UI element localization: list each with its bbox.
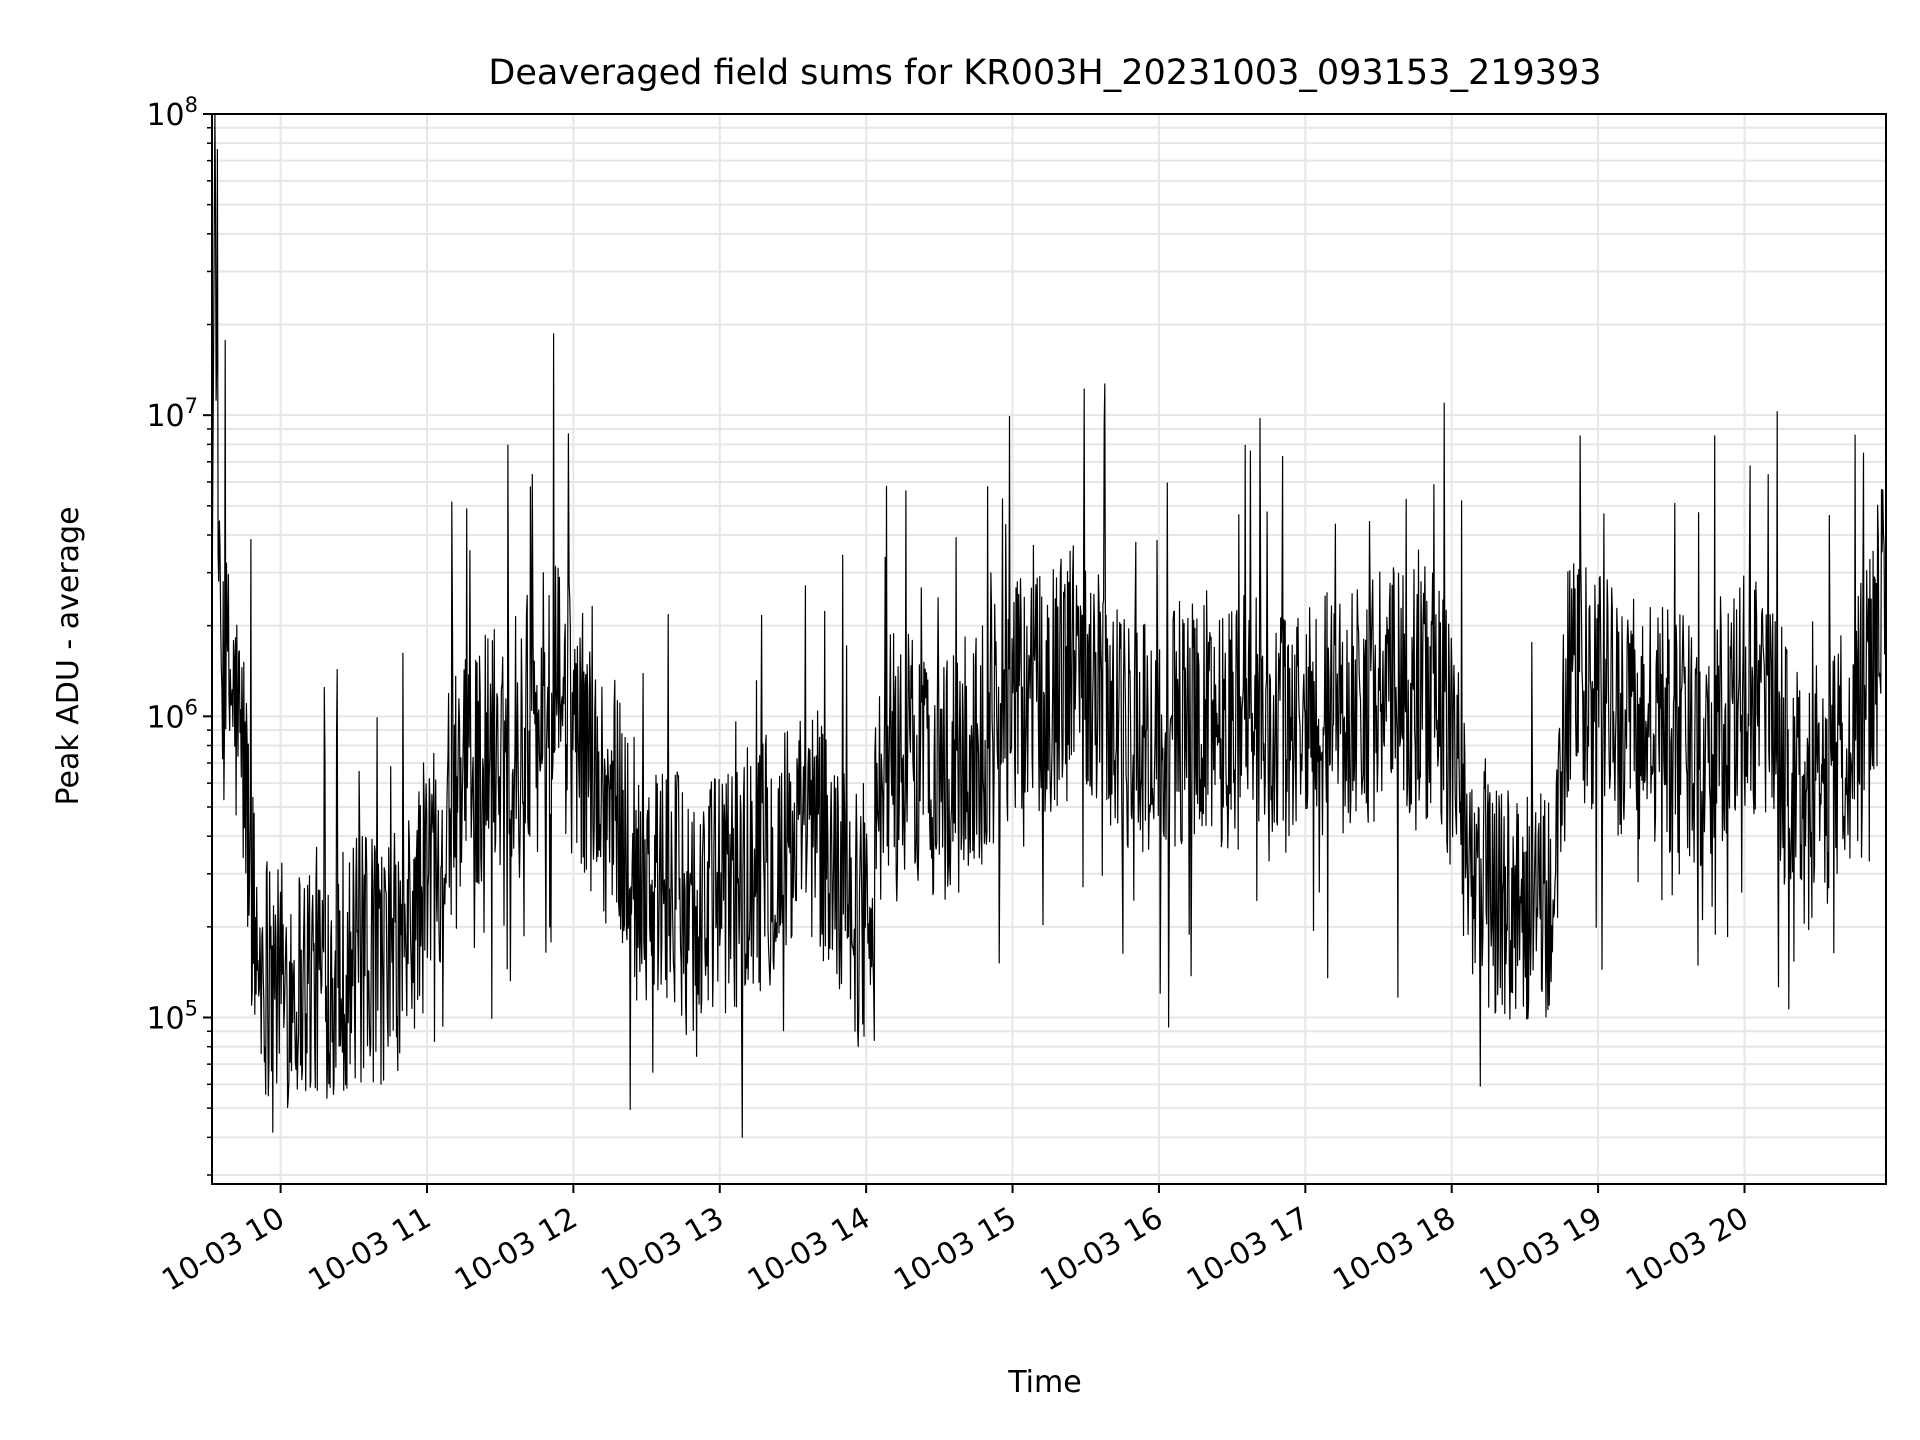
y-tick-label: 108 bbox=[146, 93, 198, 133]
x-axis-label: Time bbox=[1007, 1365, 1081, 1400]
y-tick-label: 106 bbox=[146, 695, 198, 735]
y-axis-label: Peak ADU - average bbox=[51, 506, 86, 805]
series-line bbox=[211, 113, 1887, 1138]
y-tick-label: 107 bbox=[146, 394, 198, 434]
plot-area-frame bbox=[211, 113, 1887, 1185]
series-layer bbox=[211, 113, 1887, 1138]
chart-title: Deaveraged field sums for KR003H_2023100… bbox=[488, 53, 1601, 93]
y-tick-label: 105 bbox=[146, 997, 198, 1037]
